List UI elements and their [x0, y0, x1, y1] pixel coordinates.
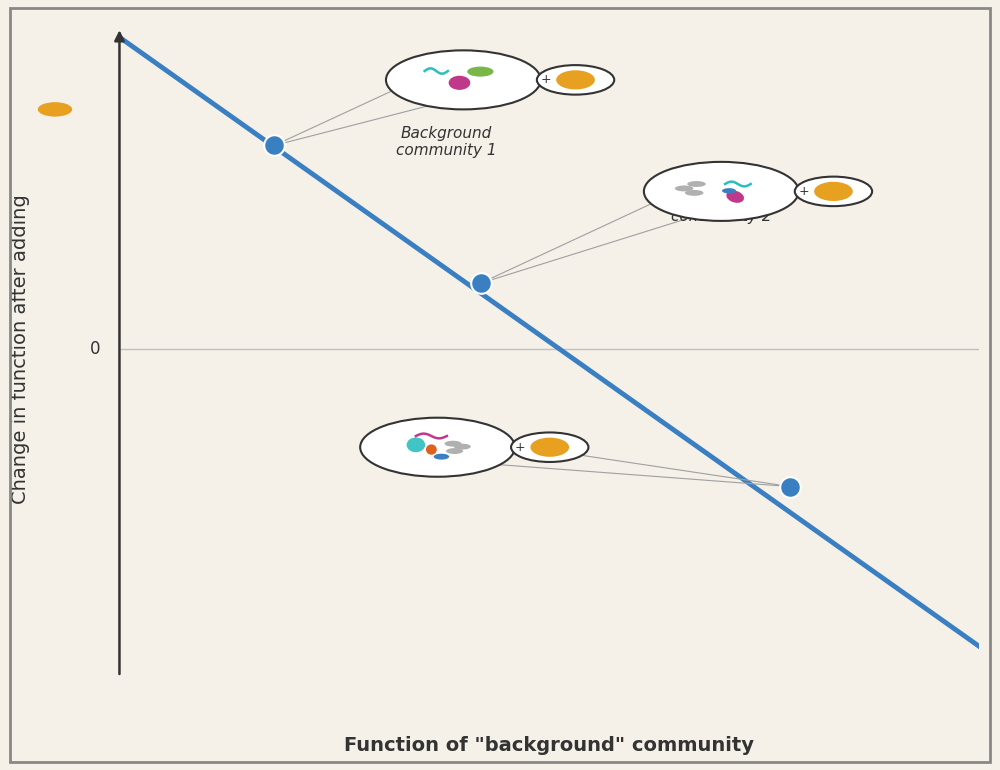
Text: Background
community 3: Background community 3 — [387, 434, 488, 467]
Text: 0: 0 — [90, 340, 101, 358]
Ellipse shape — [449, 75, 470, 90]
Circle shape — [644, 162, 799, 221]
Circle shape — [722, 188, 736, 193]
Point — [266, 139, 282, 152]
Text: +: + — [798, 185, 809, 198]
Circle shape — [360, 417, 515, 477]
Point — [473, 277, 489, 290]
Text: Change in function after adding: Change in function after adding — [11, 194, 30, 504]
Ellipse shape — [445, 440, 462, 447]
Ellipse shape — [426, 444, 437, 455]
Text: +: + — [541, 73, 551, 86]
Circle shape — [467, 66, 494, 77]
Text: +: + — [515, 440, 525, 454]
Text: Background
community 1: Background community 1 — [396, 126, 496, 158]
Circle shape — [537, 65, 614, 95]
Circle shape — [511, 433, 588, 462]
Circle shape — [434, 454, 449, 460]
Ellipse shape — [685, 190, 703, 196]
Ellipse shape — [675, 186, 693, 192]
Ellipse shape — [556, 70, 595, 89]
Point — [782, 480, 798, 493]
Ellipse shape — [407, 437, 425, 452]
Circle shape — [386, 50, 541, 109]
Ellipse shape — [446, 448, 463, 454]
Ellipse shape — [38, 102, 72, 116]
Text: Function of "background" community: Function of "background" community — [344, 736, 754, 755]
Ellipse shape — [726, 190, 744, 203]
Ellipse shape — [454, 444, 471, 450]
Ellipse shape — [530, 437, 569, 457]
Circle shape — [795, 176, 872, 206]
Ellipse shape — [814, 182, 853, 201]
Text: Background
community 2: Background community 2 — [671, 192, 772, 224]
Ellipse shape — [687, 181, 706, 187]
